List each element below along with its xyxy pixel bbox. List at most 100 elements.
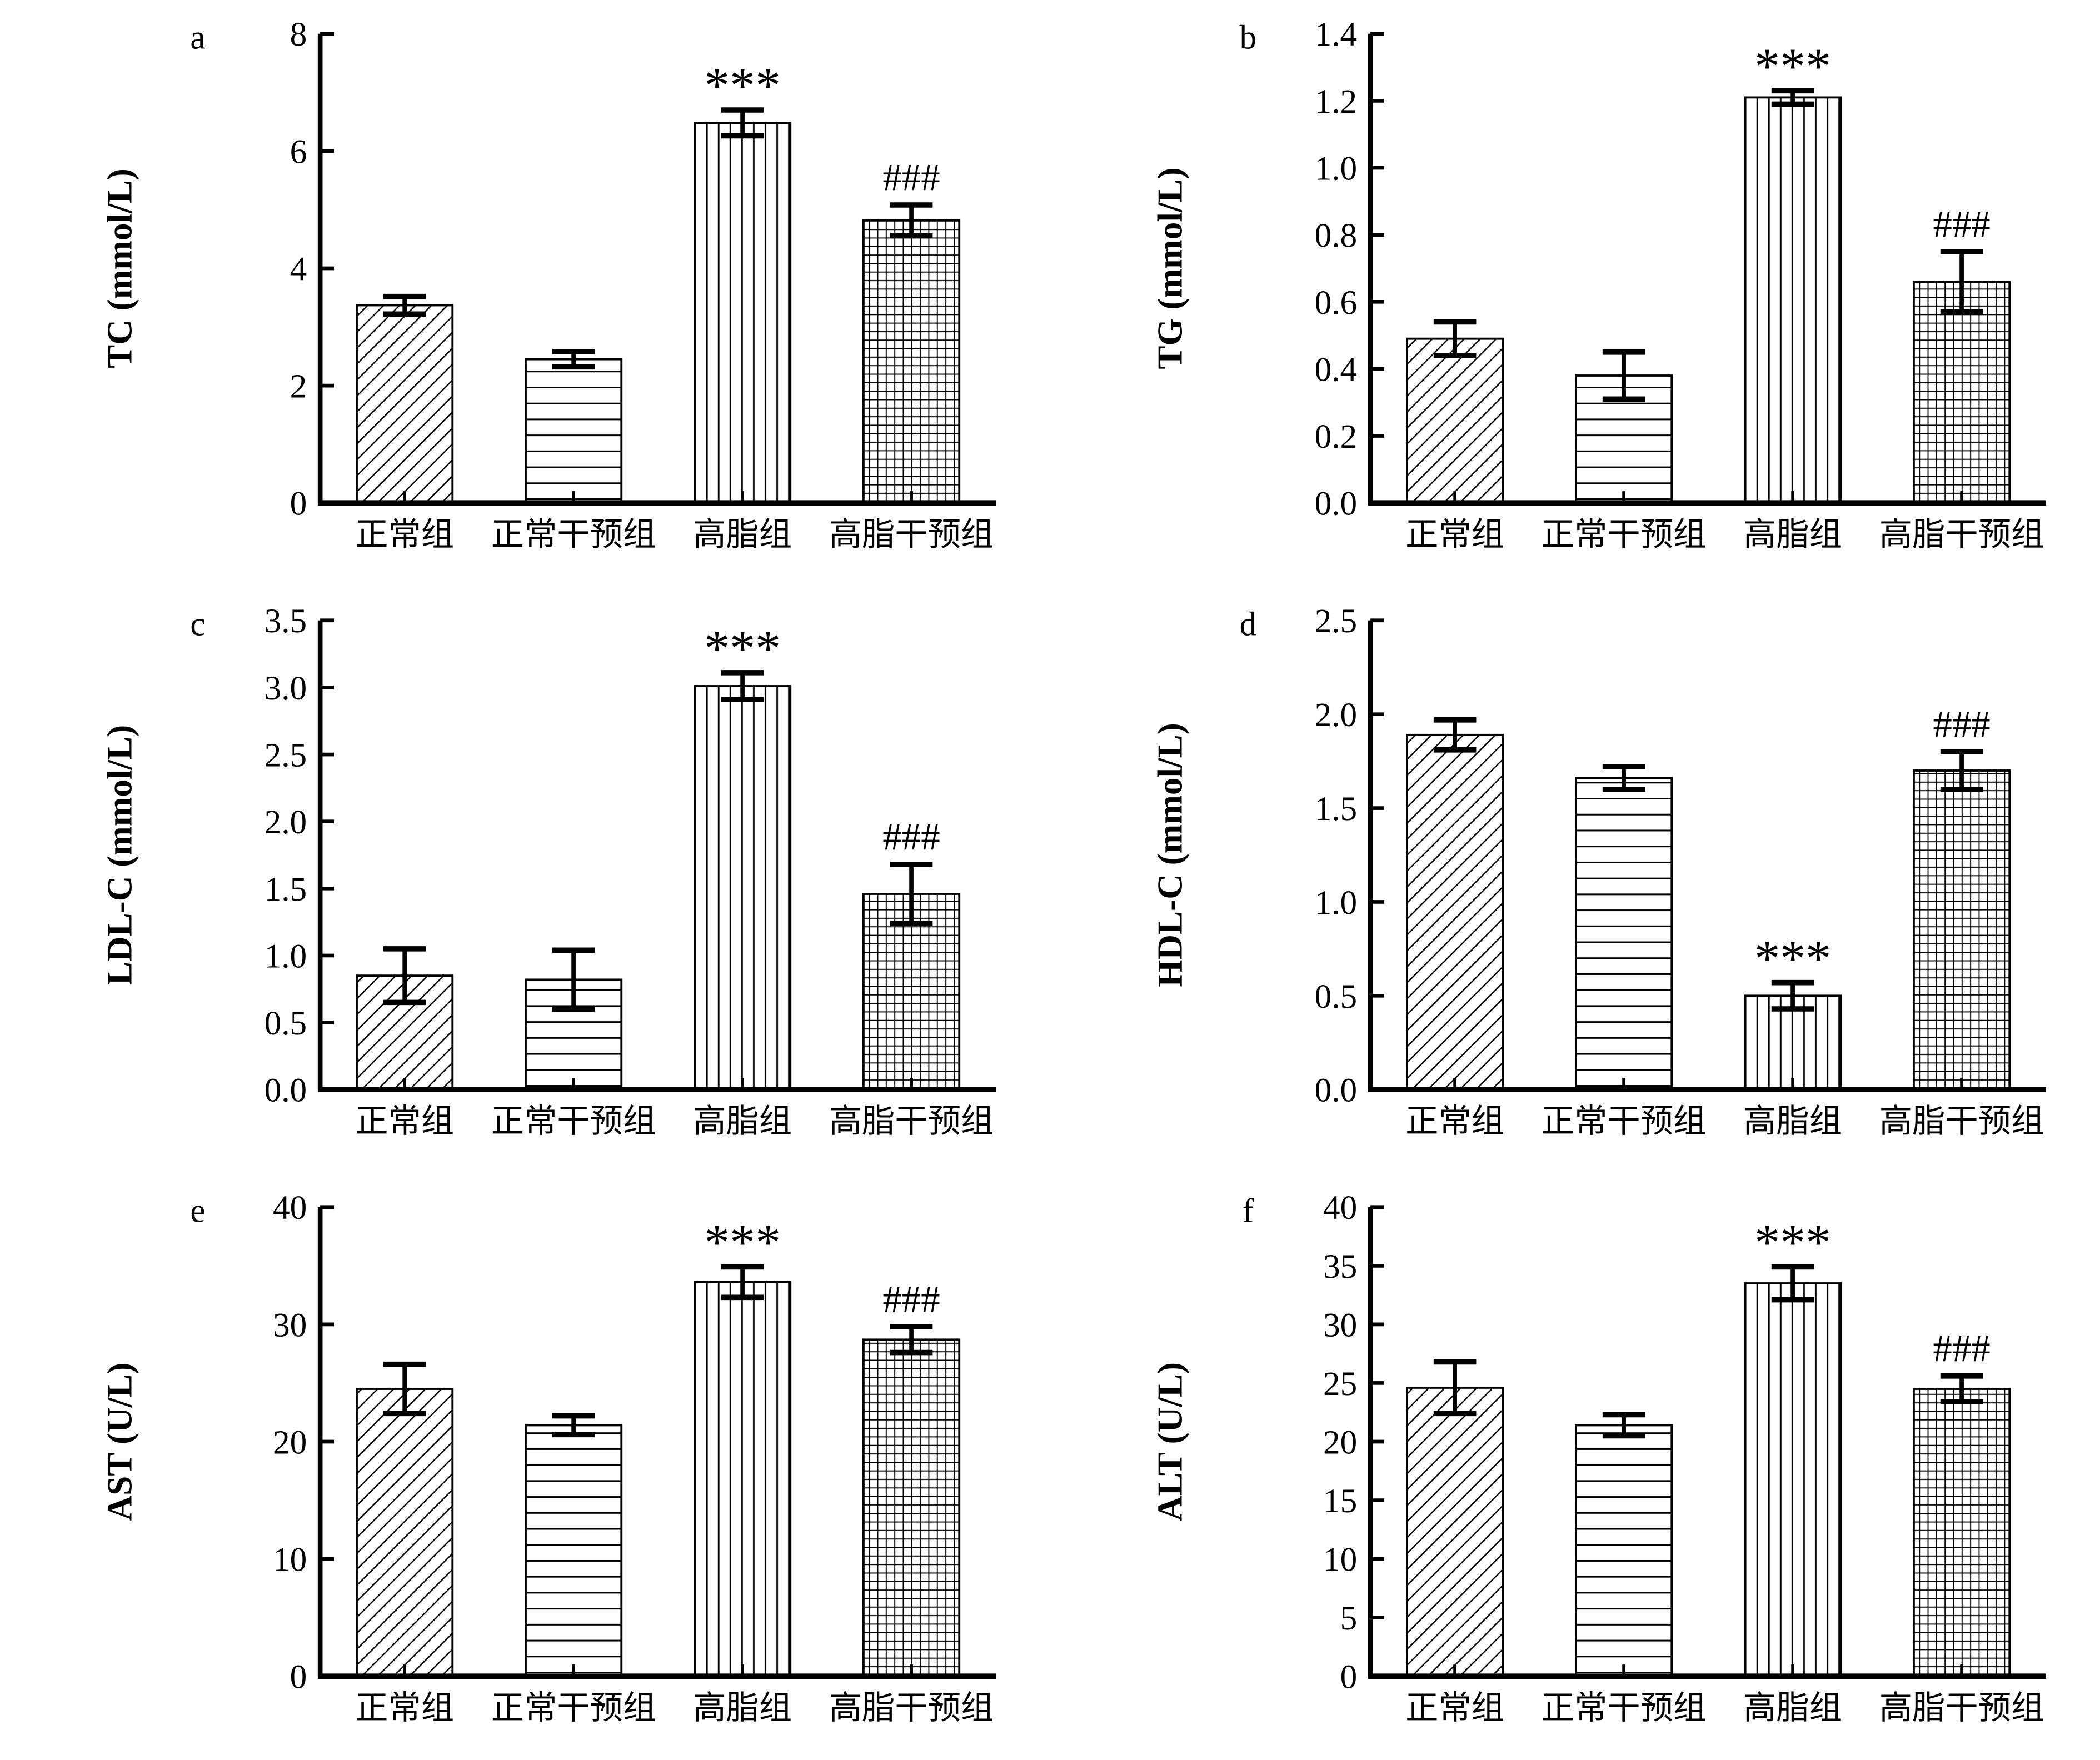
error-bar-b-2: [1602, 349, 1645, 402]
error-bar-d-1: [1433, 717, 1476, 753]
chart-panel-b: 正常组 正常干预组 *** 高脂组 ### 高脂干预组 0.0 0.2 0.4 0.6 0.8 1.0…: [1073, 9, 2078, 578]
error-bar-c-2: [552, 947, 595, 1012]
chart-e-canvas: 正常组 正常干预组 *** 高脂组 ### 高脂干预组 0 10 20 30 40 AST (U/L)…: [100, 1189, 996, 1726]
y-tick-label-b-6: 1.2: [1314, 83, 1357, 121]
y-tick-label-a-4: 8: [290, 16, 307, 53]
y-tick-label-d-1: 0.5: [1314, 978, 1357, 1016]
chart-f-canvas: 正常组 正常干预组 *** 高脂组 ### 高脂干预组 0 5 10 15 20 25 30 35 40 AL…: [1150, 1189, 2046, 1726]
x-tick-label-c-2: 正常干预组: [491, 1103, 656, 1139]
panel-letter-b: b: [1239, 19, 1256, 57]
y-tick-label-f-7: 35: [1323, 1248, 1356, 1286]
bar-a-2: [525, 358, 623, 504]
y-tick-label-e-0: 0: [290, 1658, 307, 1696]
error-bar-a-1: [383, 293, 426, 317]
y-tick-label-f-3: 15: [1323, 1482, 1356, 1520]
bar-d-4: [1912, 769, 2011, 1091]
x-tick-label-e-1: 正常组: [355, 1689, 454, 1726]
error-bar-a-4: [890, 202, 933, 238]
error-bar-b-4: [1940, 249, 1983, 315]
y-tick-label-d-5: 2.5: [1314, 602, 1357, 640]
significance-label-c-3: ***: [704, 619, 781, 676]
y-tick-label-d-0: 0.0: [1314, 1072, 1357, 1109]
x-tick-label-c-4: 高脂干预组: [829, 1103, 994, 1139]
bar-d-1: [1405, 733, 1504, 1091]
bar-f-4: [1912, 1388, 2011, 1678]
error-bar-d-3: [1771, 979, 1814, 1012]
chart-a-canvas: 正常组 正常干预组 *** 高脂组 ### 高脂干预组 0 2 4 6 8 TC (mmol/L) a: [100, 16, 996, 553]
error-bar-b-1: [1433, 319, 1476, 358]
chart-panel-a: 正常组 正常干预组 *** 高脂组 ### 高脂干预组 0 2 4 6 8 TC (mmol/L) a: [22, 9, 1028, 578]
bar-f-1: [1405, 1386, 1504, 1678]
y-tick-label-b-5: 1.0: [1314, 149, 1357, 187]
y-tick-label-e-4: 40: [273, 1189, 307, 1227]
bar-a-1: [356, 304, 454, 504]
bar-f-2: [1574, 1424, 1673, 1678]
significance-label-a-4: ###: [882, 156, 940, 198]
chart-b-canvas: 正常组 正常干预组 *** 高脂组 ### 高脂干预组 0.0 0.2 0.4 0.6 0.8 1.0…: [1150, 16, 2046, 553]
x-tick-label-d-4: 高脂干预组: [1879, 1103, 2044, 1139]
y-tick-label-e-3: 30: [273, 1306, 307, 1344]
x-tick-label-a-3: 高脂组: [693, 516, 792, 553]
y-tick-label-d-2: 1.0: [1314, 884, 1357, 922]
bar-f-3: [1743, 1282, 1842, 1678]
error-bar-f-4: [1940, 1373, 1983, 1405]
error-bar-e-4: [890, 1324, 933, 1356]
error-bar-e-2: [552, 1413, 595, 1438]
y-axis-title-e: AST (U/L): [100, 1363, 139, 1521]
y-axis-title-c: LDL-C (mmol/L): [100, 725, 139, 985]
chart-panel-c: 正常组 正常干预组 *** 高脂组 ### 高脂干预组 0.0 0.5 1.0 1.5 2.0 2.5…: [22, 596, 1028, 1164]
error-bar-e-1: [383, 1361, 426, 1417]
y-tick-label-a-2: 4: [290, 250, 307, 288]
y-tick-label-b-0: 0.0: [1314, 485, 1357, 523]
x-tick-label-f-4: 高脂干预组: [1879, 1689, 2044, 1726]
error-bar-e-3: [721, 1264, 764, 1301]
x-tick-label-a-4: 高脂干预组: [829, 516, 994, 553]
bar-e-2: [525, 1424, 623, 1678]
bar-e-3: [694, 1281, 792, 1678]
significance-label-e-3: ***: [704, 1214, 781, 1271]
panel-letter-a: a: [190, 19, 205, 57]
y-tick-label-b-1: 0.2: [1314, 418, 1357, 456]
x-tick-label-e-3: 高脂组: [693, 1689, 792, 1726]
y-tick-label-c-1: 0.5: [265, 1004, 307, 1042]
significance-label-e-4: ###: [882, 1278, 940, 1320]
y-tick-label-f-5: 25: [1323, 1365, 1356, 1403]
y-tick-label-d-3: 1.5: [1314, 790, 1357, 828]
y-tick-label-b-3: 0.6: [1314, 284, 1357, 322]
chart-c-canvas: 正常组 正常干预组 *** 高脂组 ### 高脂干预组 0.0 0.5 1.0 1.5 2.0 2.5…: [100, 602, 996, 1139]
error-bar-f-2: [1602, 1412, 1645, 1439]
error-bar-c-1: [383, 946, 426, 1006]
error-bar-f-1: [1433, 1359, 1476, 1417]
bar-e-1: [356, 1388, 454, 1678]
y-tick-label-f-1: 5: [1340, 1599, 1357, 1637]
bar-b-1: [1405, 337, 1504, 504]
y-tick-label-c-0: 0.0: [265, 1072, 307, 1109]
x-tick-label-d-2: 正常干预组: [1541, 1103, 1706, 1139]
significance-label-f-4: ###: [1933, 1327, 1990, 1369]
y-tick-label-c-5: 2.5: [265, 736, 307, 774]
chart-panel-f: 正常组 正常干预组 *** 高脂组 ### 高脂干预组 0 5 10 15 20 25 30 35 40 AL…: [1073, 1182, 2078, 1751]
x-tick-label-b-3: 高脂组: [1743, 516, 1842, 553]
x-tick-label-b-4: 高脂干预组: [1879, 516, 2044, 553]
x-tick-label-f-3: 高脂组: [1743, 1689, 1842, 1726]
y-tick-label-a-3: 6: [290, 133, 307, 171]
x-tick-label-b-2: 正常干预组: [1541, 516, 1706, 553]
y-tick-label-c-2: 1.0: [265, 937, 307, 975]
significance-label-d-4: ###: [1933, 703, 1990, 745]
x-tick-label-c-1: 正常组: [355, 1103, 454, 1139]
panel-letter-e: e: [190, 1192, 205, 1230]
x-tick-label-e-4: 高脂干预组: [829, 1689, 994, 1726]
y-tick-label-f-0: 0: [1340, 1658, 1357, 1696]
y-tick-label-f-8: 40: [1323, 1189, 1356, 1227]
significance-label-b-4: ###: [1933, 203, 1990, 245]
bar-b-4: [1912, 281, 2011, 504]
significance-label-c-4: ###: [882, 816, 940, 858]
significance-label-d-3: ***: [1754, 929, 1831, 986]
significance-label-f-3: ***: [1754, 1214, 1831, 1271]
x-tick-label-a-1: 正常组: [355, 516, 454, 553]
error-bar-c-3: [721, 670, 764, 702]
y-tick-label-b-2: 0.4: [1314, 351, 1357, 388]
y-tick-label-f-4: 20: [1323, 1423, 1356, 1461]
x-tick-label-f-2: 正常干预组: [1541, 1689, 1706, 1726]
